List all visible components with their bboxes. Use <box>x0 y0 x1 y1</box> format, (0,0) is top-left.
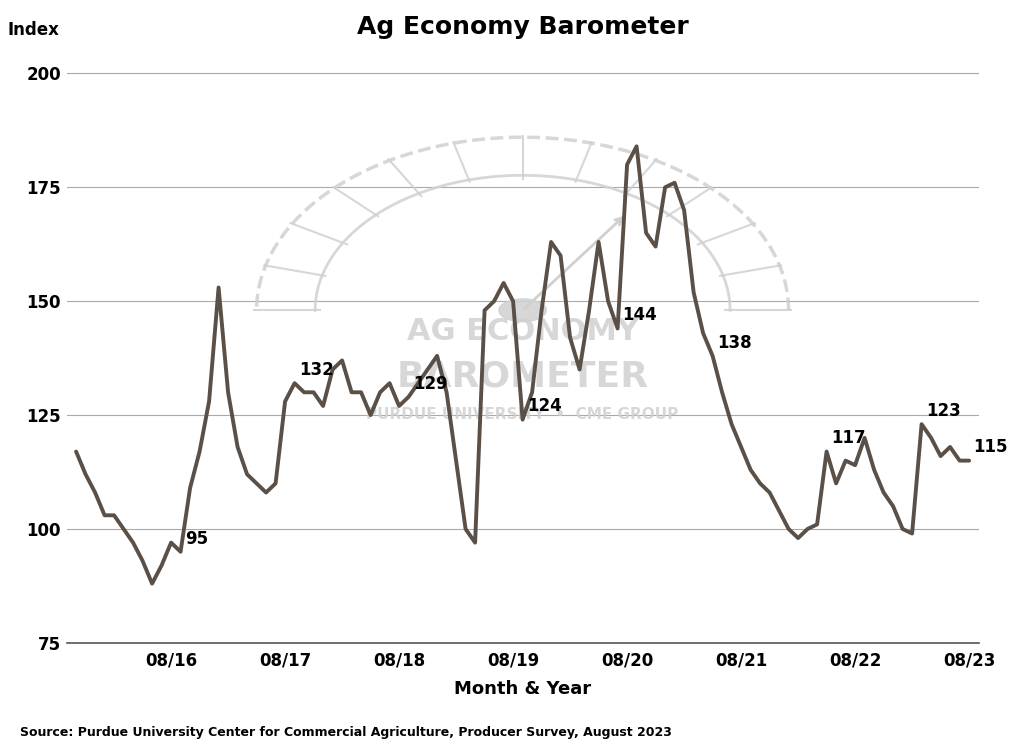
Text: AG ECONOMY: AG ECONOMY <box>407 317 639 345</box>
Text: 95: 95 <box>184 530 208 548</box>
Text: 117: 117 <box>830 429 865 447</box>
Text: Index: Index <box>7 21 59 39</box>
X-axis label: Month & Year: Month & Year <box>454 681 591 698</box>
Text: BAROMETER: BAROMETER <box>396 359 648 393</box>
Text: 124: 124 <box>526 398 561 415</box>
Title: Ag Economy Barometer: Ag Economy Barometer <box>356 15 688 39</box>
Text: 115: 115 <box>973 438 1008 456</box>
Text: 132: 132 <box>299 361 334 379</box>
Text: 123: 123 <box>926 402 961 420</box>
Text: Source: Purdue University Center for Commercial Agriculture, Producer Survey, Au: Source: Purdue University Center for Com… <box>20 727 673 739</box>
Text: 138: 138 <box>717 334 752 351</box>
Text: 144: 144 <box>622 306 656 325</box>
Text: PURDUE UNIVERSITY  •  CME GROUP: PURDUE UNIVERSITY • CME GROUP <box>367 406 679 422</box>
Circle shape <box>499 299 547 322</box>
Text: 129: 129 <box>413 374 447 393</box>
